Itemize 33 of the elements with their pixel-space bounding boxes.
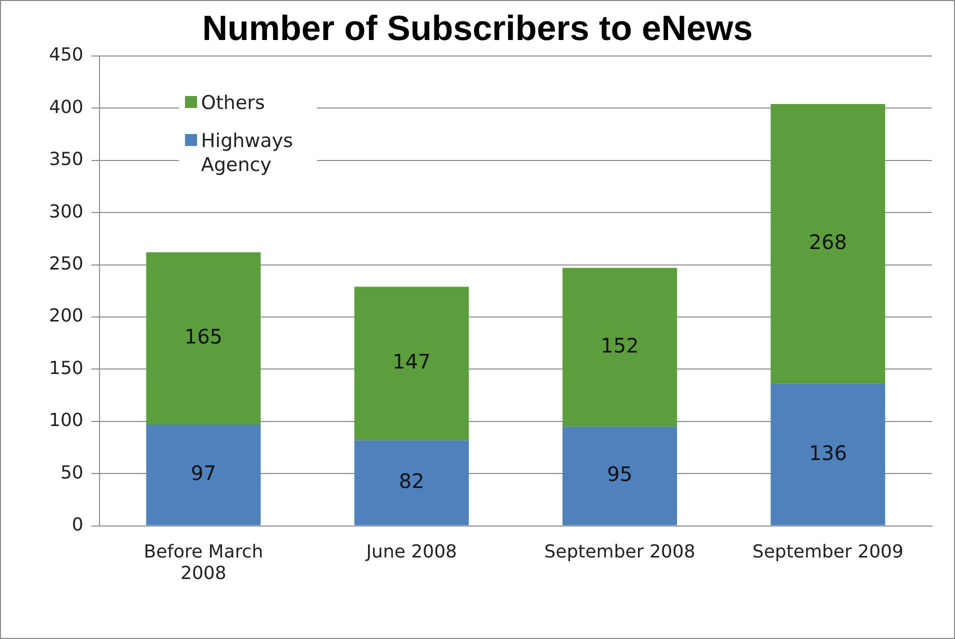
data-label: 82 [398, 468, 424, 493]
bar [354, 286, 469, 440]
legend-label: Others [201, 91, 266, 115]
bar [562, 268, 678, 427]
data-label: 95 [607, 462, 632, 486]
y-tick-label: 100 [48, 410, 84, 432]
y-tick-label: 150 [48, 358, 84, 379]
y-tick-label: 300 [48, 201, 84, 222]
data-label: 165 [184, 324, 223, 349]
data-label: 136 [808, 440, 848, 465]
x-tick-label: September 2008 [544, 541, 696, 562]
y-tick-label: 250 [48, 253, 84, 274]
y-tick-label: 350 [48, 149, 84, 170]
bar [562, 426, 678, 526]
bar [146, 252, 261, 425]
y-tick-label: 50 [60, 462, 84, 484]
legend-label: Highways Agency [201, 129, 294, 177]
x-tick-label: Before March 2008 [144, 541, 264, 584]
y-tick-label: 0 [72, 514, 84, 536]
bar [770, 104, 886, 384]
bar [146, 424, 261, 526]
y-tick-label: 400 [48, 96, 84, 118]
bar [354, 440, 469, 526]
x-tick-label: September 2009 [752, 541, 904, 562]
data-label: 147 [392, 350, 431, 374]
y-tick-label: 450 [48, 44, 84, 66]
bar [770, 384, 886, 526]
chart-title: Number of Subscribers to eNews [196, 9, 759, 48]
x-tick-label: June 2008 [365, 541, 457, 562]
data-label: 268 [808, 230, 848, 254]
y-tick-label: 200 [48, 306, 84, 327]
data-label: 152 [600, 333, 639, 358]
data-label: 97 [190, 461, 216, 486]
